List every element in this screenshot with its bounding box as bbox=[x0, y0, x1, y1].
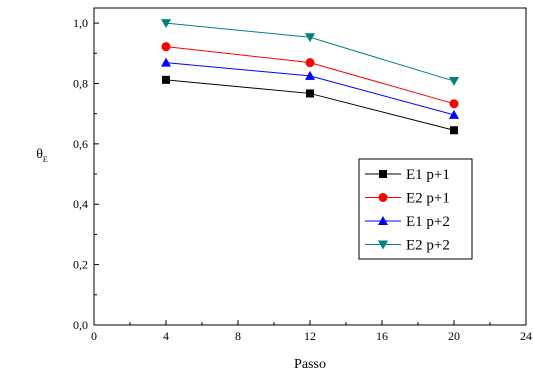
data-point bbox=[161, 57, 171, 67]
data-point bbox=[450, 126, 458, 135]
data-point bbox=[449, 77, 459, 87]
data-point bbox=[449, 99, 459, 109]
legend-label: E2 p+1 bbox=[406, 191, 450, 207]
legend-label: E1 p+1 bbox=[406, 167, 450, 183]
legend-item: E1 p+2 bbox=[365, 214, 450, 230]
y-tick-label: 0,4 bbox=[73, 197, 88, 211]
series-3 bbox=[161, 57, 459, 119]
y-tick-label: 1,0 bbox=[73, 16, 88, 30]
data-point bbox=[306, 89, 314, 98]
legend-marker bbox=[378, 216, 388, 225]
legend-marker bbox=[378, 240, 388, 250]
y-tick-label: 0,0 bbox=[73, 318, 88, 332]
legend-label: E1 p+2 bbox=[406, 214, 450, 230]
series-group bbox=[161, 19, 459, 135]
legend: E1 p+1 E2 p+1 E1 p+2 E2 p+2 bbox=[358, 158, 473, 260]
x-tick-label: 4 bbox=[163, 329, 169, 343]
y-tick-label: 0,2 bbox=[73, 258, 88, 272]
series-1 bbox=[162, 75, 458, 135]
legend-label: E2 p+2 bbox=[406, 238, 450, 254]
legend-marker bbox=[379, 170, 387, 178]
x-axis-title: Passo bbox=[294, 357, 326, 372]
data-point bbox=[161, 19, 171, 29]
data-point bbox=[162, 75, 170, 84]
x-tick-label: 12 bbox=[304, 329, 316, 343]
series-2 bbox=[161, 42, 459, 109]
legend-box bbox=[358, 158, 473, 260]
x-tick-label: 20 bbox=[448, 329, 460, 343]
y-axis-title-main: θ bbox=[36, 147, 43, 162]
series-line bbox=[165, 79, 455, 131]
axes: 0 4 8 12 16 20 24 0,0 0,2 0,4 0,6 0,8 1,0 bbox=[73, 7, 532, 343]
data-point bbox=[305, 70, 315, 80]
legend-item: E2 p+1 bbox=[365, 191, 450, 207]
x-tick-label: 16 bbox=[376, 329, 388, 343]
legend-marker bbox=[378, 193, 388, 202]
x-tick-label: 24 bbox=[520, 329, 532, 343]
y-tick-label: 0,8 bbox=[73, 76, 88, 90]
y-tick-label: 0,6 bbox=[73, 137, 88, 151]
series-line bbox=[165, 62, 455, 116]
y-axis-title: θE bbox=[36, 147, 48, 164]
y-axis-title-sub: E bbox=[43, 155, 48, 164]
legend-item: E2 p+2 bbox=[365, 238, 450, 254]
data-point bbox=[161, 42, 171, 52]
data-point bbox=[305, 58, 315, 68]
x-tick-label: 0 bbox=[91, 329, 97, 343]
data-point bbox=[449, 109, 459, 119]
series-4 bbox=[161, 19, 459, 87]
legend-item: E1 p+1 bbox=[365, 167, 450, 183]
data-point bbox=[305, 33, 315, 43]
x-tick-label: 8 bbox=[235, 329, 241, 343]
